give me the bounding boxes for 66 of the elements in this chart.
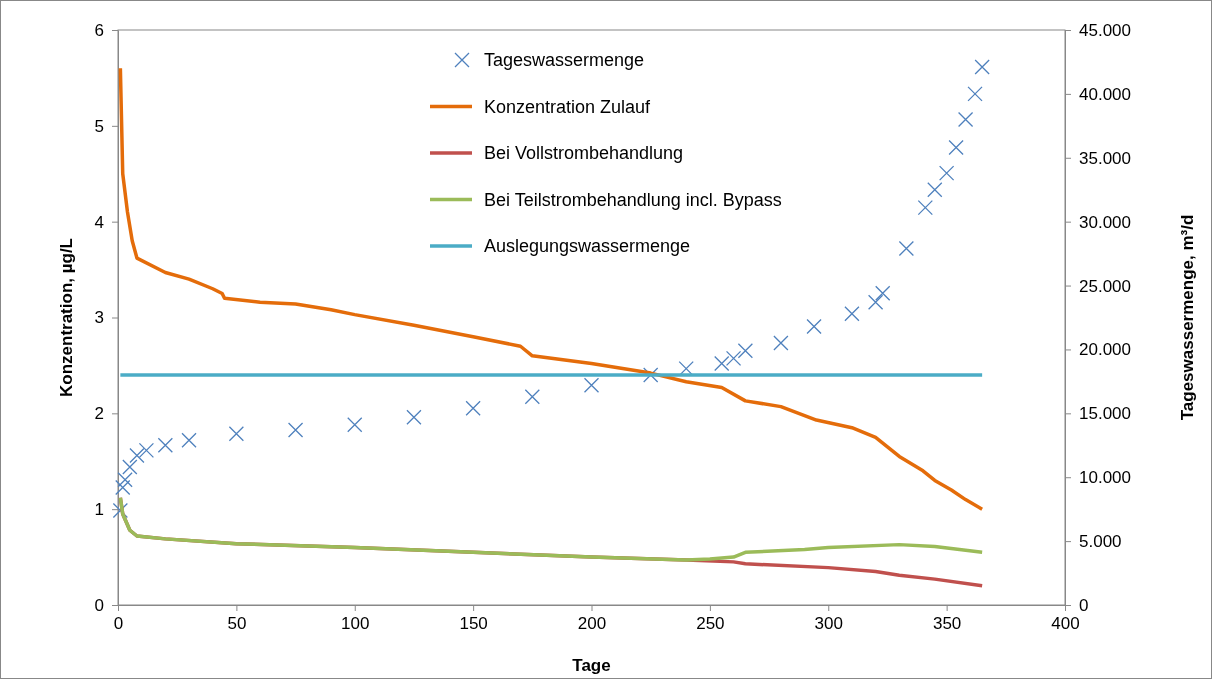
legend-label: Bei Teilstrombehandlung incl. Bypass [484, 189, 782, 210]
point [875, 285, 891, 301]
point [287, 422, 304, 438]
point [927, 182, 943, 198]
x-tick-label: 350 [932, 614, 962, 634]
y2-axis-title: Tageswassermenge, m³/d [1178, 214, 1197, 421]
legend-label: Konzentration Zulauf [484, 96, 652, 117]
y2-tick-label: 25.000 [1079, 276, 1131, 296]
x-tick-label: 250 [696, 614, 725, 634]
line-series [118, 495, 984, 562]
point [898, 240, 915, 257]
x-tick-label: 200 [577, 614, 607, 634]
point [737, 343, 754, 359]
point [112, 502, 129, 519]
point [974, 59, 990, 75]
point [948, 139, 964, 156]
y-tick-label: 0 [94, 595, 104, 615]
y2-tick-label: 5.000 [1079, 532, 1122, 552]
point [465, 400, 481, 416]
point [138, 442, 155, 459]
x-tick-label: 150 [459, 614, 488, 634]
point [806, 318, 822, 335]
legend-label: Bei Vollstrombehandlung [484, 143, 684, 163]
x-tick-label: 400 [1051, 614, 1080, 634]
y2-tick-label: 40.000 [1079, 84, 1131, 104]
y-tick-label: 4 [94, 212, 104, 232]
point [129, 447, 145, 464]
legend-label: Auslegungswassermenge [484, 236, 691, 256]
legend-label: Tageswassermenge [484, 50, 645, 70]
point [938, 165, 955, 181]
y-tick-label: 3 [94, 308, 104, 328]
y-tick-label: 1 [94, 500, 104, 520]
point [967, 86, 983, 102]
x-axis-title: Tage [572, 656, 611, 675]
y-axis-title: Konzentration, µg/L [57, 237, 76, 398]
point [228, 426, 245, 442]
y2-tick-label: 30.000 [1079, 212, 1131, 232]
point [115, 479, 131, 496]
point [583, 377, 600, 393]
y-tick-label: 6 [94, 20, 104, 40]
y-tick-label: 5 [94, 116, 104, 136]
point [725, 350, 742, 367]
x-tick-label: 50 [227, 614, 247, 634]
y2-tick-label: 45.000 [1079, 20, 1131, 40]
point [117, 472, 133, 488]
y2-tick-label: 10.000 [1079, 468, 1131, 488]
point [406, 409, 422, 425]
point [524, 389, 540, 405]
y2-tick-label: 20.000 [1079, 340, 1131, 360]
x-tick-label: 300 [814, 614, 843, 634]
point [157, 437, 173, 453]
point [347, 417, 363, 433]
x-tick-label: 0 [113, 614, 124, 634]
point [957, 111, 974, 128]
y2-tick-label: 35.000 [1079, 148, 1131, 168]
point [714, 355, 730, 372]
point [773, 335, 789, 351]
point [122, 459, 138, 475]
point [181, 432, 197, 448]
point [844, 306, 860, 322]
point [917, 199, 933, 216]
y2-tick-label: 0 [1079, 595, 1089, 615]
y2-tick-label: 15.000 [1079, 404, 1131, 424]
x-tick-label: 100 [341, 614, 370, 634]
y-tick-label: 2 [94, 404, 104, 424]
point [867, 294, 884, 310]
